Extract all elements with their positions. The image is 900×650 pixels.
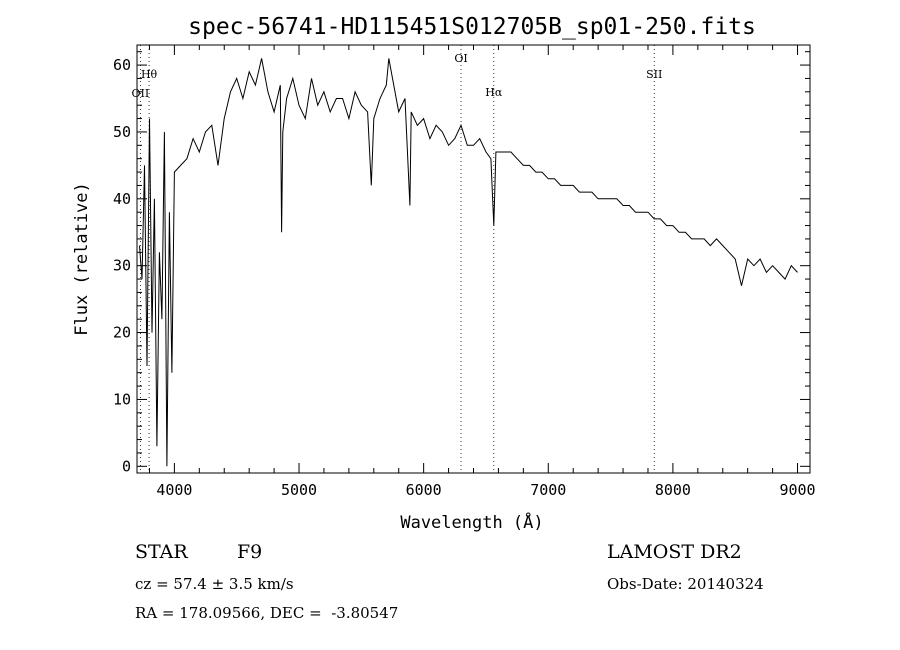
x-tick-label: 6000 [406, 481, 442, 499]
y-tick-label: 60 [113, 56, 131, 74]
line-marker-label: Hθ [141, 68, 158, 81]
y-tick-label: 0 [122, 457, 131, 475]
coordinates: RA = 178.09566, DEC = -3.80547 [135, 604, 399, 622]
x-tick-label: 7000 [530, 481, 566, 499]
y-tick-label: 20 [113, 324, 131, 342]
y-tick-label: 30 [113, 257, 131, 275]
y-tick-label: 40 [113, 190, 131, 208]
x-tick-label: 5000 [281, 481, 317, 499]
plot-frame [136, 44, 811, 474]
y-tick-label: 50 [113, 123, 131, 141]
series-spectrum-line [139, 58, 798, 467]
redshift-velocity: cz = 57.4 ± 3.5 km/s [135, 575, 294, 593]
emission-line-markers: OII Hθ OI Hα SII [132, 45, 662, 473]
x-tick-label: 9000 [779, 481, 815, 499]
line-marker-label: Hα [485, 86, 503, 99]
y-tick-label: 10 [113, 390, 131, 408]
survey-name: LAMOST DR2 [607, 541, 742, 563]
object-type: STAR [135, 541, 188, 563]
observation-date: Obs-Date: 20140324 [607, 575, 764, 593]
x-tick-label: 4000 [156, 481, 192, 499]
line-marker-label: SII [646, 68, 662, 81]
axis-ticks: 4000 5000 6000 7000 8000 9000 0 10 20 30 40 50 60 [113, 45, 816, 499]
x-tick-label: 8000 [655, 481, 691, 499]
x-axis-label: Wavelength (Å) [400, 511, 543, 533]
chart-title: spec-56741-HD115451S012705B_sp01-250.fit… [188, 14, 756, 40]
spectral-subclass: F9 [237, 541, 263, 563]
line-marker-label: OI [454, 52, 467, 65]
y-axis-label: Flux (relative) [72, 182, 92, 336]
line-marker-label: OII [132, 87, 150, 100]
